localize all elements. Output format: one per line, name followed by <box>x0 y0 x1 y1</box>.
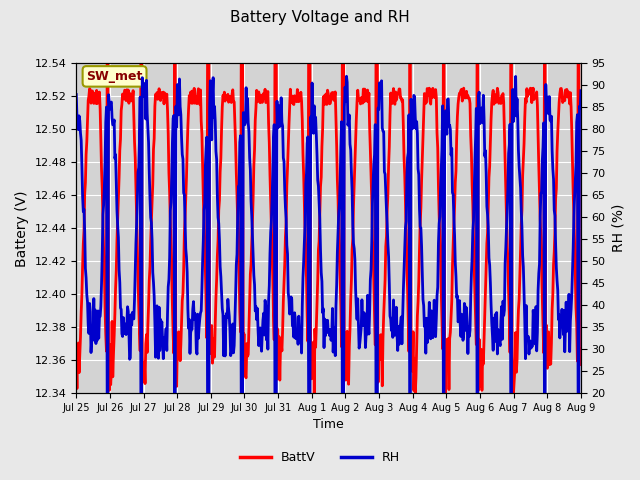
Y-axis label: Battery (V): Battery (V) <box>15 190 29 266</box>
Text: Battery Voltage and RH: Battery Voltage and RH <box>230 10 410 24</box>
X-axis label: Time: Time <box>313 419 344 432</box>
Y-axis label: RH (%): RH (%) <box>611 204 625 252</box>
Legend: BattV, RH: BattV, RH <box>235 446 405 469</box>
Text: SW_met: SW_met <box>86 70 143 83</box>
